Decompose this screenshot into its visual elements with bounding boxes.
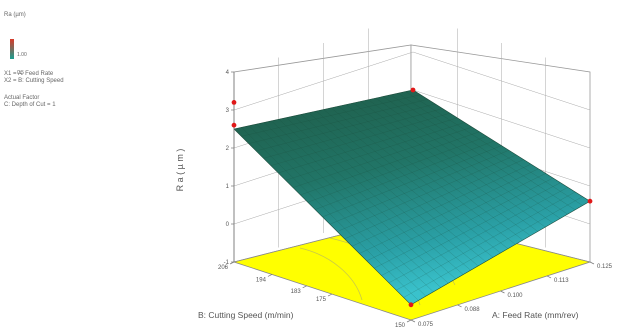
y-tick-label: 150 xyxy=(395,323,406,329)
y-axis-ticks: 150 175 183 194 206 xyxy=(218,261,412,329)
legend-actual-heading: Actual Factor xyxy=(4,95,40,101)
z-tick-label: 2 xyxy=(226,146,230,152)
mesh-line xyxy=(241,94,421,137)
y-tick-label: 175 xyxy=(316,297,327,303)
x-tick xyxy=(546,275,552,279)
legend-x1: X1 = A: Feed Rate xyxy=(4,71,54,77)
legend: Ra (µm) 1.00 0.5 X1 = A: Feed Rate X2 = … xyxy=(4,12,64,109)
y-tick xyxy=(229,261,235,265)
y-axis-label: B: Cutting Speed (m/min) xyxy=(198,310,294,320)
x-tick-label: 0.100 xyxy=(508,293,524,299)
z-tick-label: 4 xyxy=(226,70,230,76)
x-tick-label: 0.125 xyxy=(597,264,613,270)
design-point xyxy=(231,122,237,128)
x-tick xyxy=(410,319,416,323)
mesh-line xyxy=(398,93,576,210)
legend-title: Ra (µm) xyxy=(4,12,26,18)
y-tick xyxy=(302,285,307,289)
y-tick-label: 183 xyxy=(291,289,302,295)
y-tick xyxy=(406,319,412,323)
design-point xyxy=(231,100,237,105)
legend-min: 0.5 xyxy=(17,70,24,76)
legend-x2: X2 = B: Cutting Speed xyxy=(4,78,64,84)
mesh-line xyxy=(248,99,428,144)
z-axis-ticks: -1 0 1 2 3 4 xyxy=(224,70,234,266)
grid-line xyxy=(233,51,591,111)
design-point xyxy=(410,87,416,93)
x-tick-label: 0.088 xyxy=(465,307,481,313)
mesh-line xyxy=(390,94,568,215)
mesh-line xyxy=(263,108,443,159)
surface-mesh xyxy=(241,91,583,301)
legend-actual-factor: C: Depth of Cut = 1 xyxy=(4,102,56,108)
mesh-line xyxy=(405,91,583,206)
x-tick-label: 0.113 xyxy=(554,278,569,284)
x-tick xyxy=(500,290,505,294)
z-tick-label: -1 xyxy=(224,260,230,266)
mesh-line xyxy=(256,103,436,152)
y-tick-label: 194 xyxy=(256,277,267,283)
y-tick xyxy=(267,274,273,277)
y-tick xyxy=(327,293,333,297)
design-point xyxy=(408,302,414,308)
x-axis-label: A: Feed Rate (mm/rev) xyxy=(492,310,579,320)
x-tick-label: 0.075 xyxy=(418,322,434,328)
design-point xyxy=(587,198,593,204)
z-axis-label: R a ( µ m ) xyxy=(175,149,185,192)
z-tick-label: 0 xyxy=(226,222,230,228)
y-tick-label: 206 xyxy=(218,265,229,271)
color-scale-bar xyxy=(10,39,14,59)
design-points xyxy=(231,87,593,308)
legend-max: 1.00 xyxy=(17,52,27,58)
x-tick xyxy=(457,304,462,308)
z-tick-label: 1 xyxy=(226,184,230,190)
z-tick-label: 3 xyxy=(226,108,230,114)
x-axis-ticks: 0.075 0.088 0.100 0.113 0.125 xyxy=(410,261,613,328)
x-tick xyxy=(589,261,595,265)
